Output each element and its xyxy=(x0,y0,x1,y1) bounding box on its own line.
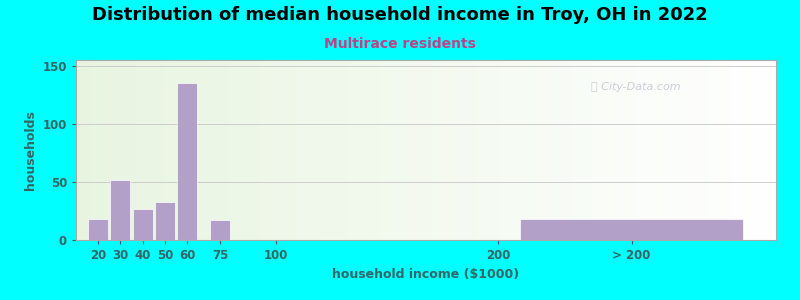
Text: ⓘ City-Data.com: ⓘ City-Data.com xyxy=(591,82,681,92)
Bar xyxy=(177,83,197,240)
Bar xyxy=(155,202,175,240)
Bar xyxy=(210,220,230,240)
Y-axis label: households: households xyxy=(24,110,37,190)
Text: Multirace residents: Multirace residents xyxy=(324,38,476,52)
Bar xyxy=(133,208,153,240)
Text: Distribution of median household income in Troy, OH in 2022: Distribution of median household income … xyxy=(92,6,708,24)
X-axis label: household income ($1000): household income ($1000) xyxy=(333,268,519,281)
Bar xyxy=(521,219,742,240)
Bar xyxy=(110,180,130,240)
Bar xyxy=(88,219,108,240)
